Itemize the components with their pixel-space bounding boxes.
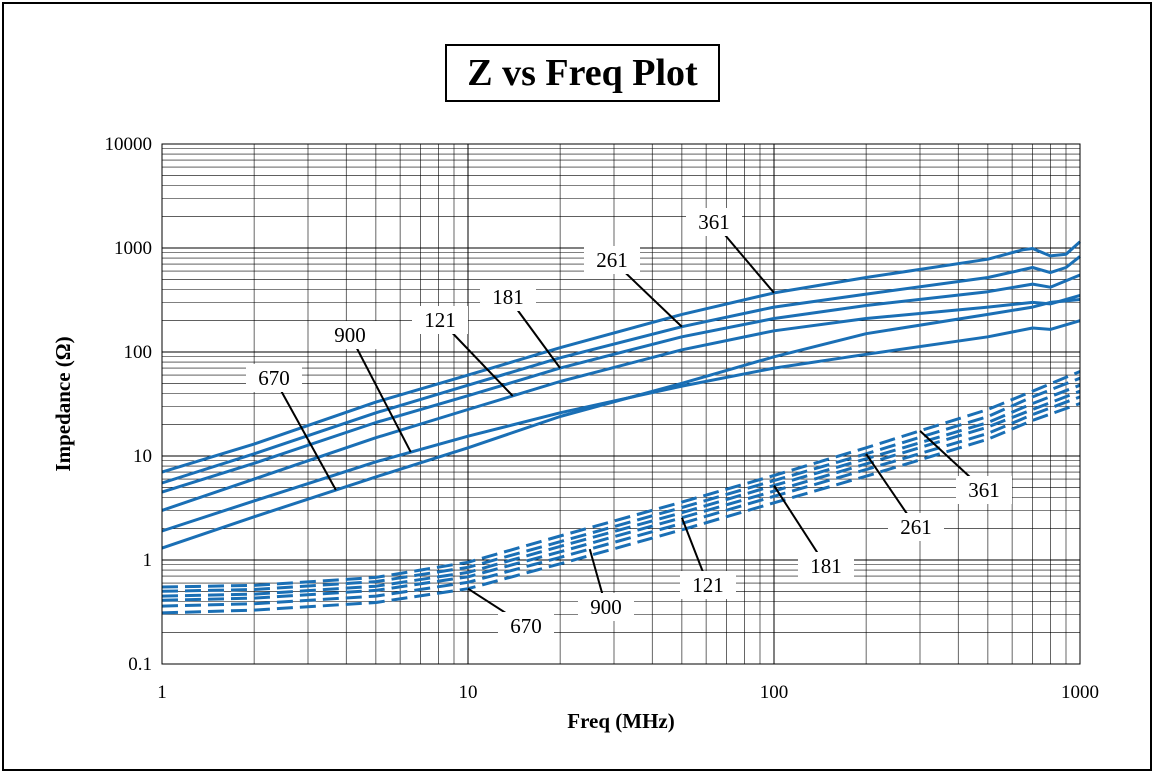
y-axis-label: Impedance (Ω) [51, 336, 75, 471]
callout-box [246, 364, 302, 392]
x-axis-label: Freq (MHz) [567, 709, 674, 733]
callout-label: 670 [510, 614, 542, 638]
callout-box [956, 476, 1012, 504]
y-tick-label: 1000 [114, 238, 152, 259]
y-tick-label: 0.1 [128, 654, 152, 675]
y-tick-label: 100 [124, 342, 153, 363]
series-line-670-dashed [161, 402, 1081, 615]
series-line-121-solid [161, 293, 1081, 512]
callout-label: 900 [590, 595, 622, 619]
callout-label: 261 [900, 515, 932, 539]
series-line-121-dashed [161, 389, 1081, 602]
callout-label: 361 [698, 210, 730, 234]
callout-leader [273, 377, 337, 491]
y-tick-label: 1 [143, 550, 153, 571]
callout-label: 181 [810, 554, 842, 578]
series-line-361-solid [161, 240, 1082, 474]
callout-box [584, 246, 640, 274]
callout-label: 121 [692, 573, 724, 597]
callout-box [322, 321, 378, 349]
series-line-181-solid [161, 273, 1081, 494]
callout-box [686, 208, 742, 236]
series-line-261-solid [161, 255, 1081, 485]
series-line-361-dashed [161, 370, 1081, 589]
callout-label: 361 [968, 478, 1000, 502]
callouts: 361 261 181 121 900 670 361 261 181 121 900 670 [246, 208, 1012, 640]
callout-box [412, 306, 468, 334]
callout-label: 670 [258, 366, 290, 390]
series-line-181-dashed [161, 383, 1081, 598]
plot-border [161, 143, 1081, 665]
x-tick-label: 100 [760, 682, 789, 703]
callout-label: 261 [596, 248, 628, 272]
x-tick-label: 1 [157, 682, 167, 703]
callout-label: 121 [424, 308, 456, 332]
callout-label: 181 [492, 285, 524, 309]
grid [161, 143, 1081, 665]
series-line-261-dashed [161, 376, 1081, 593]
callout-label: 900 [334, 323, 366, 347]
chart-title: Z vs Freq Plot [445, 44, 720, 102]
callout-box [498, 612, 554, 640]
y-tick-label: 10000 [105, 134, 153, 155]
x-tick-label: 1000 [1061, 682, 1099, 703]
y-tick-label: 10 [133, 446, 152, 467]
series-line-670-solid [161, 298, 1081, 550]
callout-box [798, 552, 854, 580]
callout-box [680, 571, 736, 599]
curves [161, 240, 1082, 615]
callout-box [888, 513, 944, 541]
callout-box [480, 283, 536, 311]
series-line-900-dashed [161, 395, 1081, 608]
callout-box [578, 593, 634, 621]
x-tick-label: 10 [459, 682, 478, 703]
callout-leader [349, 334, 412, 453]
series-line-900-solid [161, 319, 1081, 533]
